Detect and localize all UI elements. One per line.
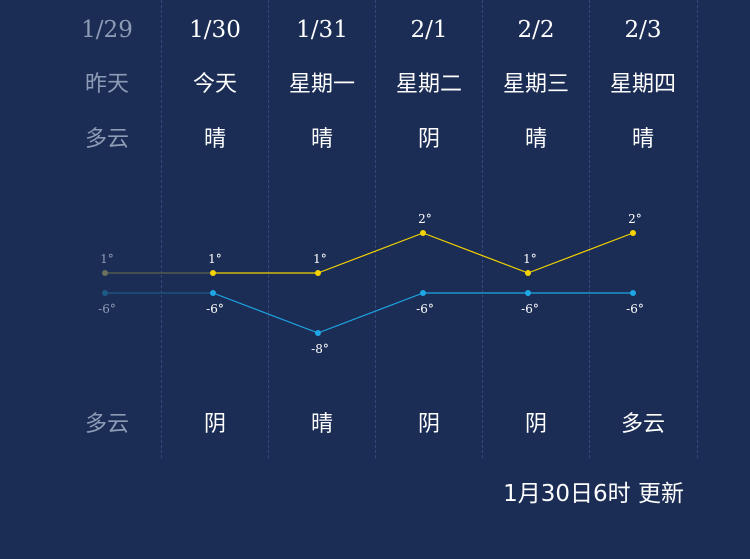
day-weekday: 星期四 — [609, 72, 676, 97]
day-column: 1/31 星期一晴晴 — [269, 0, 376, 458]
data-point — [102, 290, 108, 296]
data-label: -6° — [626, 302, 644, 316]
data-point — [630, 290, 636, 296]
day-date: 2/2 — [517, 17, 555, 43]
series-segment — [212, 292, 319, 334]
data-label: 2° — [628, 212, 642, 226]
day-column: 2/3 星期四晴多云 — [590, 0, 697, 458]
day-weekday: 今天 — [192, 72, 237, 97]
data-label: 2° — [418, 212, 432, 226]
data-point — [210, 290, 216, 296]
data-label: 1° — [313, 252, 327, 266]
day-weather: 多云 — [84, 127, 129, 152]
series-segment — [527, 232, 634, 274]
column-divider — [375, 0, 376, 458]
night-weather: 多云 — [84, 412, 129, 437]
day-weekday: 昨天 — [84, 72, 129, 97]
day-weather: 晴 — [203, 127, 226, 152]
day-column: 1/30 今天晴阴 — [162, 0, 269, 458]
day-column: 2/2 星期三晴阴 — [483, 0, 590, 458]
day-weekday: 星期一 — [288, 72, 355, 97]
column-divider — [482, 0, 483, 458]
data-point — [420, 230, 426, 236]
day-weekday: 星期二 — [395, 72, 462, 97]
night-weather: 晴 — [310, 412, 333, 437]
night-weather: 阴 — [203, 412, 226, 437]
data-point — [210, 270, 216, 276]
data-point — [420, 290, 426, 296]
day-date: 2/1 — [410, 17, 448, 43]
day-weather: 晴 — [310, 127, 333, 152]
data-label: 1° — [100, 252, 114, 266]
series-segment — [317, 232, 424, 274]
data-label: -6° — [416, 302, 434, 316]
column-divider — [697, 0, 698, 458]
data-label: -6° — [206, 302, 224, 316]
series-segment — [422, 232, 529, 274]
day-weather: 阴 — [417, 127, 440, 152]
data-label: -8° — [311, 342, 329, 356]
data-label: 1° — [208, 252, 222, 266]
data-point — [315, 270, 321, 276]
day-date: 1/30 — [189, 17, 241, 43]
night-weather: 多云 — [620, 412, 665, 437]
column-divider — [161, 0, 162, 458]
night-weather: 阴 — [524, 412, 547, 437]
update-time: 1月30日6时 更新 — [503, 481, 684, 507]
data-point — [525, 290, 531, 296]
day-column: 1/29 昨天 多云 多云 — [54, 0, 161, 458]
night-weather: 阴 — [417, 412, 440, 437]
column-divider — [268, 0, 269, 458]
data-point — [525, 270, 531, 276]
day-weekday: 星期三 — [502, 72, 569, 97]
data-label: 1° — [523, 252, 537, 266]
data-point — [630, 230, 636, 236]
data-point — [102, 270, 108, 276]
day-date: 1/29 — [81, 17, 133, 43]
temperature-chart: 1° 1° 1° 2° 1° 2° -6° -6° -8° -6° -6° -6° — [98, 212, 644, 356]
data-label: -6° — [521, 302, 539, 316]
day-date: 2/3 — [624, 17, 662, 43]
data-label: -6° — [98, 302, 116, 316]
data-point — [315, 330, 321, 336]
day-weather: 晴 — [631, 127, 654, 152]
series-segment — [317, 292, 424, 334]
day-date: 1/31 — [296, 17, 348, 43]
column-divider — [589, 0, 590, 458]
day-column: 2/1 星期二阴阴 — [376, 0, 483, 458]
day-weather: 晴 — [524, 127, 547, 152]
